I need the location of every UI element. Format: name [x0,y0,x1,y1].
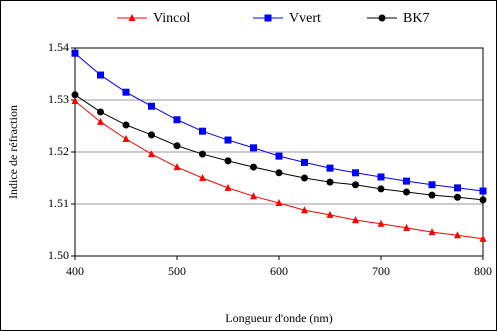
marker [403,188,410,196]
x-tick-label: 800 [474,264,492,278]
marker [148,131,155,139]
x-tick-label: 500 [168,264,186,278]
marker [326,178,334,186]
marker [275,152,283,160]
marker [479,234,487,242]
x-axis-label: Longueur d'onde (nm) [225,311,332,325]
legend-marker [378,14,386,22]
marker [352,169,359,177]
marker [403,177,410,185]
marker [122,88,130,96]
marker [173,116,181,124]
marker [148,150,155,158]
y-tick-label: 1.50 [48,248,69,262]
marker [301,174,308,182]
marker [122,121,130,129]
marker [428,191,436,199]
marker [97,117,104,125]
marker [173,142,181,150]
marker [71,49,79,57]
marker [199,127,206,135]
legend-label: Vvert [289,11,321,26]
x-tick-label: 600 [270,264,288,278]
y-tick-label: 1.51 [48,196,69,210]
marker [173,163,181,171]
legend-label: BK7 [403,11,429,26]
marker [403,223,410,231]
marker [71,91,79,99]
marker [428,228,436,236]
marker [224,157,232,165]
marker [148,102,155,110]
legend-label: Vincol [153,11,190,26]
marker [224,183,232,191]
marker [250,163,257,171]
x-tick-label: 400 [66,264,84,278]
y-tick-label: 1.52 [48,144,69,158]
marker [224,136,232,144]
marker [122,135,130,142]
marker [454,231,461,239]
marker [454,193,461,201]
marker [352,216,359,224]
marker [326,210,334,218]
marker [479,196,487,204]
x-tick-label: 700 [372,264,390,278]
marker [352,181,359,189]
marker [428,181,436,189]
marker [479,187,487,195]
marker [250,192,257,200]
marker [275,169,283,177]
marker [301,158,308,166]
marker [454,184,461,192]
legend-marker [264,14,272,22]
y-tick-label: 1.54 [48,40,69,54]
marker [199,174,206,181]
marker [377,185,385,193]
marker [199,150,206,158]
y-tick-label: 1.53 [48,92,69,106]
marker [326,164,334,172]
marker [97,108,104,116]
marker [301,206,308,214]
y-axis-label: Indice de réfraction [6,105,20,199]
marker [275,198,283,206]
marker [71,97,79,105]
marker [97,71,104,79]
marker [377,219,385,227]
marker [250,144,257,152]
marker [377,173,385,181]
legend-marker [128,14,136,21]
